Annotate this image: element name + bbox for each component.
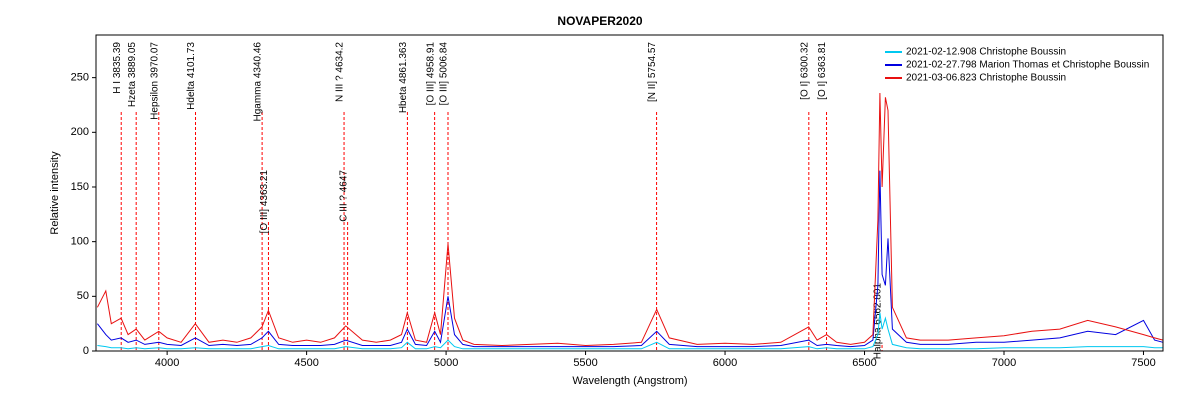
y-tick-label: 200 bbox=[71, 126, 89, 138]
x-tick-label: 6500 bbox=[852, 357, 876, 369]
x-tick-label: 7500 bbox=[1131, 357, 1155, 369]
chart-title: NOVAPER2020 bbox=[557, 14, 642, 28]
line-label: Halpha 6562.801 bbox=[873, 283, 884, 360]
line-label: C III ? 4647 bbox=[338, 170, 349, 222]
x-tick-label: 4000 bbox=[155, 357, 179, 369]
line-label: Hzeta 3889.05 bbox=[127, 42, 138, 107]
spectrum-line bbox=[96, 92, 1164, 347]
line-label: Hbeta 4861.363 bbox=[398, 42, 409, 114]
x-tick-label: 4500 bbox=[294, 357, 318, 369]
y-tick-label: 0 bbox=[83, 345, 89, 357]
x-tick-label: 5000 bbox=[434, 357, 458, 369]
y-tick-label: 150 bbox=[71, 181, 89, 193]
y-axis-label: Relative intensity bbox=[49, 151, 61, 235]
legend-label: 2021-02-27.798 Marion Thomas et Christop… bbox=[906, 60, 1149, 71]
spectrum-line bbox=[97, 312, 1163, 350]
line-label: Hgamma 4340.46 bbox=[253, 42, 264, 122]
legend-label: 2021-02-12.908 Christophe Boussin bbox=[906, 47, 1066, 58]
line-label: [O III] 5006.84 bbox=[439, 42, 450, 106]
line-label: [O I] 6363.81 bbox=[817, 42, 828, 100]
line-label: Hepsilon 3970.07 bbox=[149, 42, 160, 120]
x-tick-label: 6000 bbox=[713, 357, 737, 369]
plot-frame bbox=[95, 34, 1164, 352]
x-tick-label: 7000 bbox=[992, 357, 1016, 369]
line-label: [N II] 5754.57 bbox=[647, 42, 658, 102]
line-label: [O III] 4958.91 bbox=[425, 42, 436, 106]
line-label: Hdelta 4101.73 bbox=[186, 42, 197, 110]
y-tick-label: 50 bbox=[77, 290, 89, 302]
line-label: [O III] 4363.21 bbox=[259, 170, 270, 234]
line-label: N III ? 4634.2 bbox=[335, 42, 346, 102]
x-tick-label: 5500 bbox=[573, 357, 597, 369]
spectrum-line bbox=[97, 170, 1164, 348]
line-label: [O I] 6300.32 bbox=[799, 42, 810, 100]
legend-label: 2021-03-06.823 Christophe Boussin bbox=[906, 73, 1066, 84]
y-tick-label: 250 bbox=[71, 72, 89, 84]
x-axis-label: Wavelength (Angstrom) bbox=[572, 375, 687, 387]
line-label: H I 3835.39 bbox=[112, 42, 123, 94]
y-tick-label: 100 bbox=[71, 236, 89, 248]
